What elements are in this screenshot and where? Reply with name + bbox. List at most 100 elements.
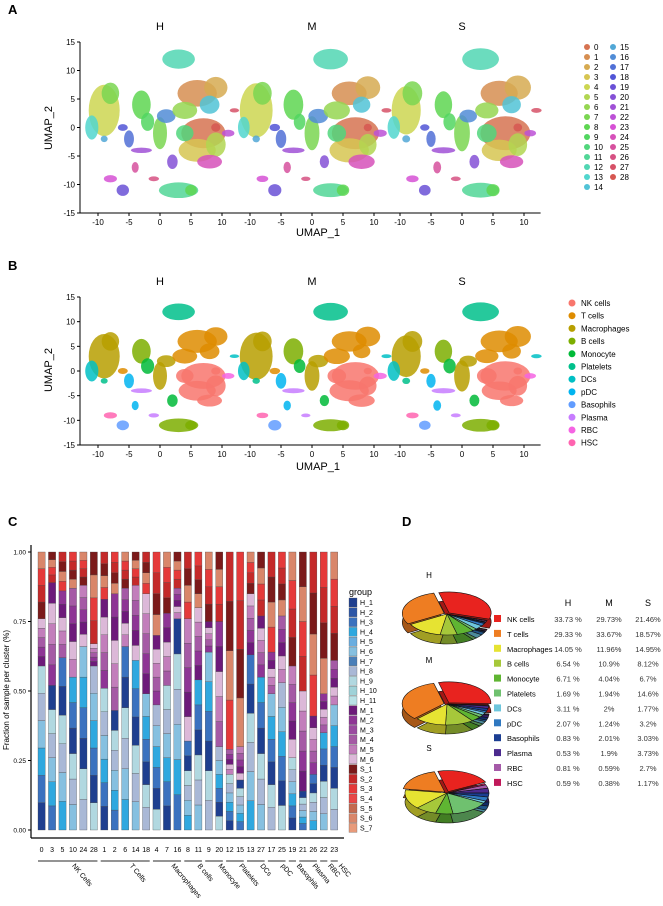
bar-segment-M [58,590,67,605]
y-tick-label: 5 [71,95,76,104]
umap-cluster-27 [229,354,240,359]
bar-segment-H [194,729,203,756]
umap-cluster-2 [504,326,531,347]
umap-cluster-23 [256,175,269,183]
bar-segment-H [121,738,129,769]
bar-segment-H [69,702,77,729]
bar-legend-swatch [348,793,358,804]
umap-cluster-5 [359,376,377,396]
legend-label-celltype: HSC [581,439,598,448]
bar-segment-M [225,764,234,770]
bar-legend-label: S_6 [360,816,373,823]
x-tick-label: -10 [92,218,104,227]
umap-cluster-25 [433,400,442,411]
bar-segment-H [142,807,150,831]
x-tick-label: 0 [158,218,163,227]
bar-segment-H [257,702,265,729]
umap-cluster-13 [85,360,99,382]
bar-segment-H [299,790,307,798]
table-celltype-label: NK cells [507,615,535,624]
bar-segment-M [257,664,265,678]
table-swatch [494,644,501,652]
legend-label-cluster: 3 [594,73,599,82]
bar-legend-swatch [348,666,358,676]
umap-cluster-20 [319,395,330,407]
bar-segment-H [257,753,265,780]
umap-cluster-15 [100,378,108,384]
bar-segment-S [330,633,338,661]
bar-segment-H [79,707,88,739]
bar-segment-S [330,578,338,607]
umap-cluster-22 [222,129,235,137]
group-label: pDC [279,863,293,878]
bar-segment-M [90,648,98,653]
bar-segment-S [90,551,98,576]
x-tick-label: -10 [394,218,406,227]
pie-slice-nk-cells [438,681,492,704]
bar-segment-S [69,578,77,589]
umap-a-xlabel: UMAP_1 [296,227,340,239]
bar-segment-S [37,601,46,619]
bar-segment-M [131,630,140,646]
table-swatch [494,749,501,757]
bar-segment-M [225,769,234,775]
bar-segment-M [225,754,234,760]
bar-segment-S [152,614,161,636]
table-value-H: 6.71 % [556,675,580,684]
table-value-H: 3.11 % [557,704,580,713]
bar-segment-S [111,551,119,563]
legend-label-cluster: 25 [620,143,629,152]
bar-segment-H [257,778,265,805]
umap-cluster-14 [502,96,521,114]
bar-segment-S [278,567,286,585]
bar-legend-swatch [348,637,358,647]
table-value-S: 1.17% [637,779,659,788]
pie-title-S: S [426,744,431,753]
umap-cluster-26 [301,176,311,181]
bar-x-tick-label: 14 [132,847,140,854]
umap-cluster-17 [124,130,134,148]
bar-legend-swatch [348,695,358,706]
bar-segment-H [142,784,150,808]
bar-segment-S [319,551,328,588]
umap-cluster-8 [132,90,151,119]
bar-segment-M [194,621,203,637]
bar-legend-swatch [348,725,358,735]
umap-cluster-10 [327,368,347,384]
umap-cluster-17 [124,373,134,389]
pie-title-H: H [426,571,432,580]
bar-segment-M [100,670,109,689]
bar-x-tick-label: 5 [61,847,65,854]
umap-cluster-9 [293,113,306,130]
bar-x-tick-label: 23 [330,847,338,854]
bar-segment-S [48,551,56,560]
bar-segment-S [215,569,223,587]
bar-segment-S [58,551,67,562]
table-value-H: 6.54 % [556,660,580,669]
y-tick-label: -10 [63,416,75,425]
bar-x-tick-label: 22 [320,847,328,854]
bar-segment-H [69,778,77,805]
bar-legend-label: H_9 [360,678,373,685]
legend-label-cluster: 5 [594,93,599,102]
bar-segment-M [100,634,109,653]
umap-cluster-7 [304,116,320,151]
x-tick-label: 5 [341,450,346,459]
table-celltype-label: Plasma [507,749,533,758]
bar-segment-M [215,696,223,722]
bar-segment-H [330,767,338,789]
bar-segment-H [69,727,77,754]
umap-cluster-14 [199,95,220,114]
bar-x-tick-label: 21 [299,847,307,854]
bar-segment-H [330,809,338,831]
bar-segment-H [267,739,276,763]
umap-cluster-20 [469,154,480,169]
bar-legend-swatch [348,774,358,784]
umap-cluster-5 [205,132,226,157]
bar-legend-title: group [349,587,372,597]
bar-y-tick-label: 1.00 [13,550,26,557]
bar-segment-M [152,663,161,678]
bar-y-tick-label: 0.25 [13,758,26,765]
bar-segment-S [163,597,171,614]
umap-cluster-23 [406,175,419,183]
